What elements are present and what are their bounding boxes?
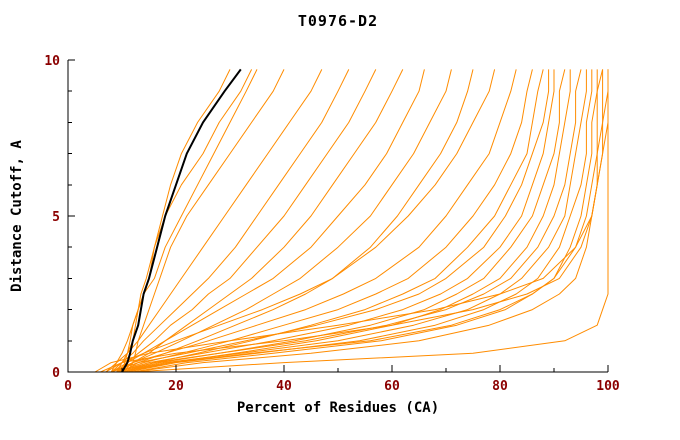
y-axis-label: Distance Cutoff, A bbox=[9, 140, 25, 292]
x-tick-label: 60 bbox=[384, 379, 400, 394]
model-18 bbox=[121, 69, 566, 373]
x-tick-label: 80 bbox=[492, 379, 508, 394]
model-09 bbox=[110, 69, 425, 373]
model-14 bbox=[116, 69, 533, 373]
model-10 bbox=[116, 69, 452, 373]
model-06 bbox=[110, 69, 350, 373]
reference-curve bbox=[121, 68, 242, 373]
model-11 bbox=[121, 69, 474, 373]
model-27 bbox=[100, 69, 609, 373]
model-22 bbox=[127, 69, 593, 373]
model-26 bbox=[132, 69, 609, 373]
model-04 bbox=[110, 69, 258, 373]
model-19 bbox=[127, 69, 571, 373]
model-12 bbox=[105, 69, 496, 373]
model-13 bbox=[111, 69, 517, 373]
x-tick-label: 40 bbox=[276, 379, 292, 394]
model-17 bbox=[116, 69, 555, 373]
y-tick-label: 5 bbox=[52, 210, 60, 225]
model-20 bbox=[116, 69, 582, 373]
x-tick-label: 20 bbox=[168, 379, 184, 394]
y-tick-label: 0 bbox=[52, 366, 60, 381]
model-21 bbox=[121, 69, 587, 373]
x-tick-label: 0 bbox=[64, 379, 72, 394]
model-24 bbox=[121, 69, 604, 373]
model-25 bbox=[132, 69, 604, 373]
x-tick-label: 100 bbox=[596, 379, 620, 394]
model-16 bbox=[111, 69, 550, 373]
model-03 bbox=[126, 69, 285, 373]
x-axis-label: Percent of Residues (CA) bbox=[236, 400, 440, 416]
chart-title: T0976-D2 bbox=[297, 12, 379, 30]
model-02 bbox=[116, 69, 253, 373]
y-tick-label: 10 bbox=[44, 54, 60, 69]
model-07 bbox=[116, 69, 377, 373]
model-28 bbox=[94, 69, 609, 373]
